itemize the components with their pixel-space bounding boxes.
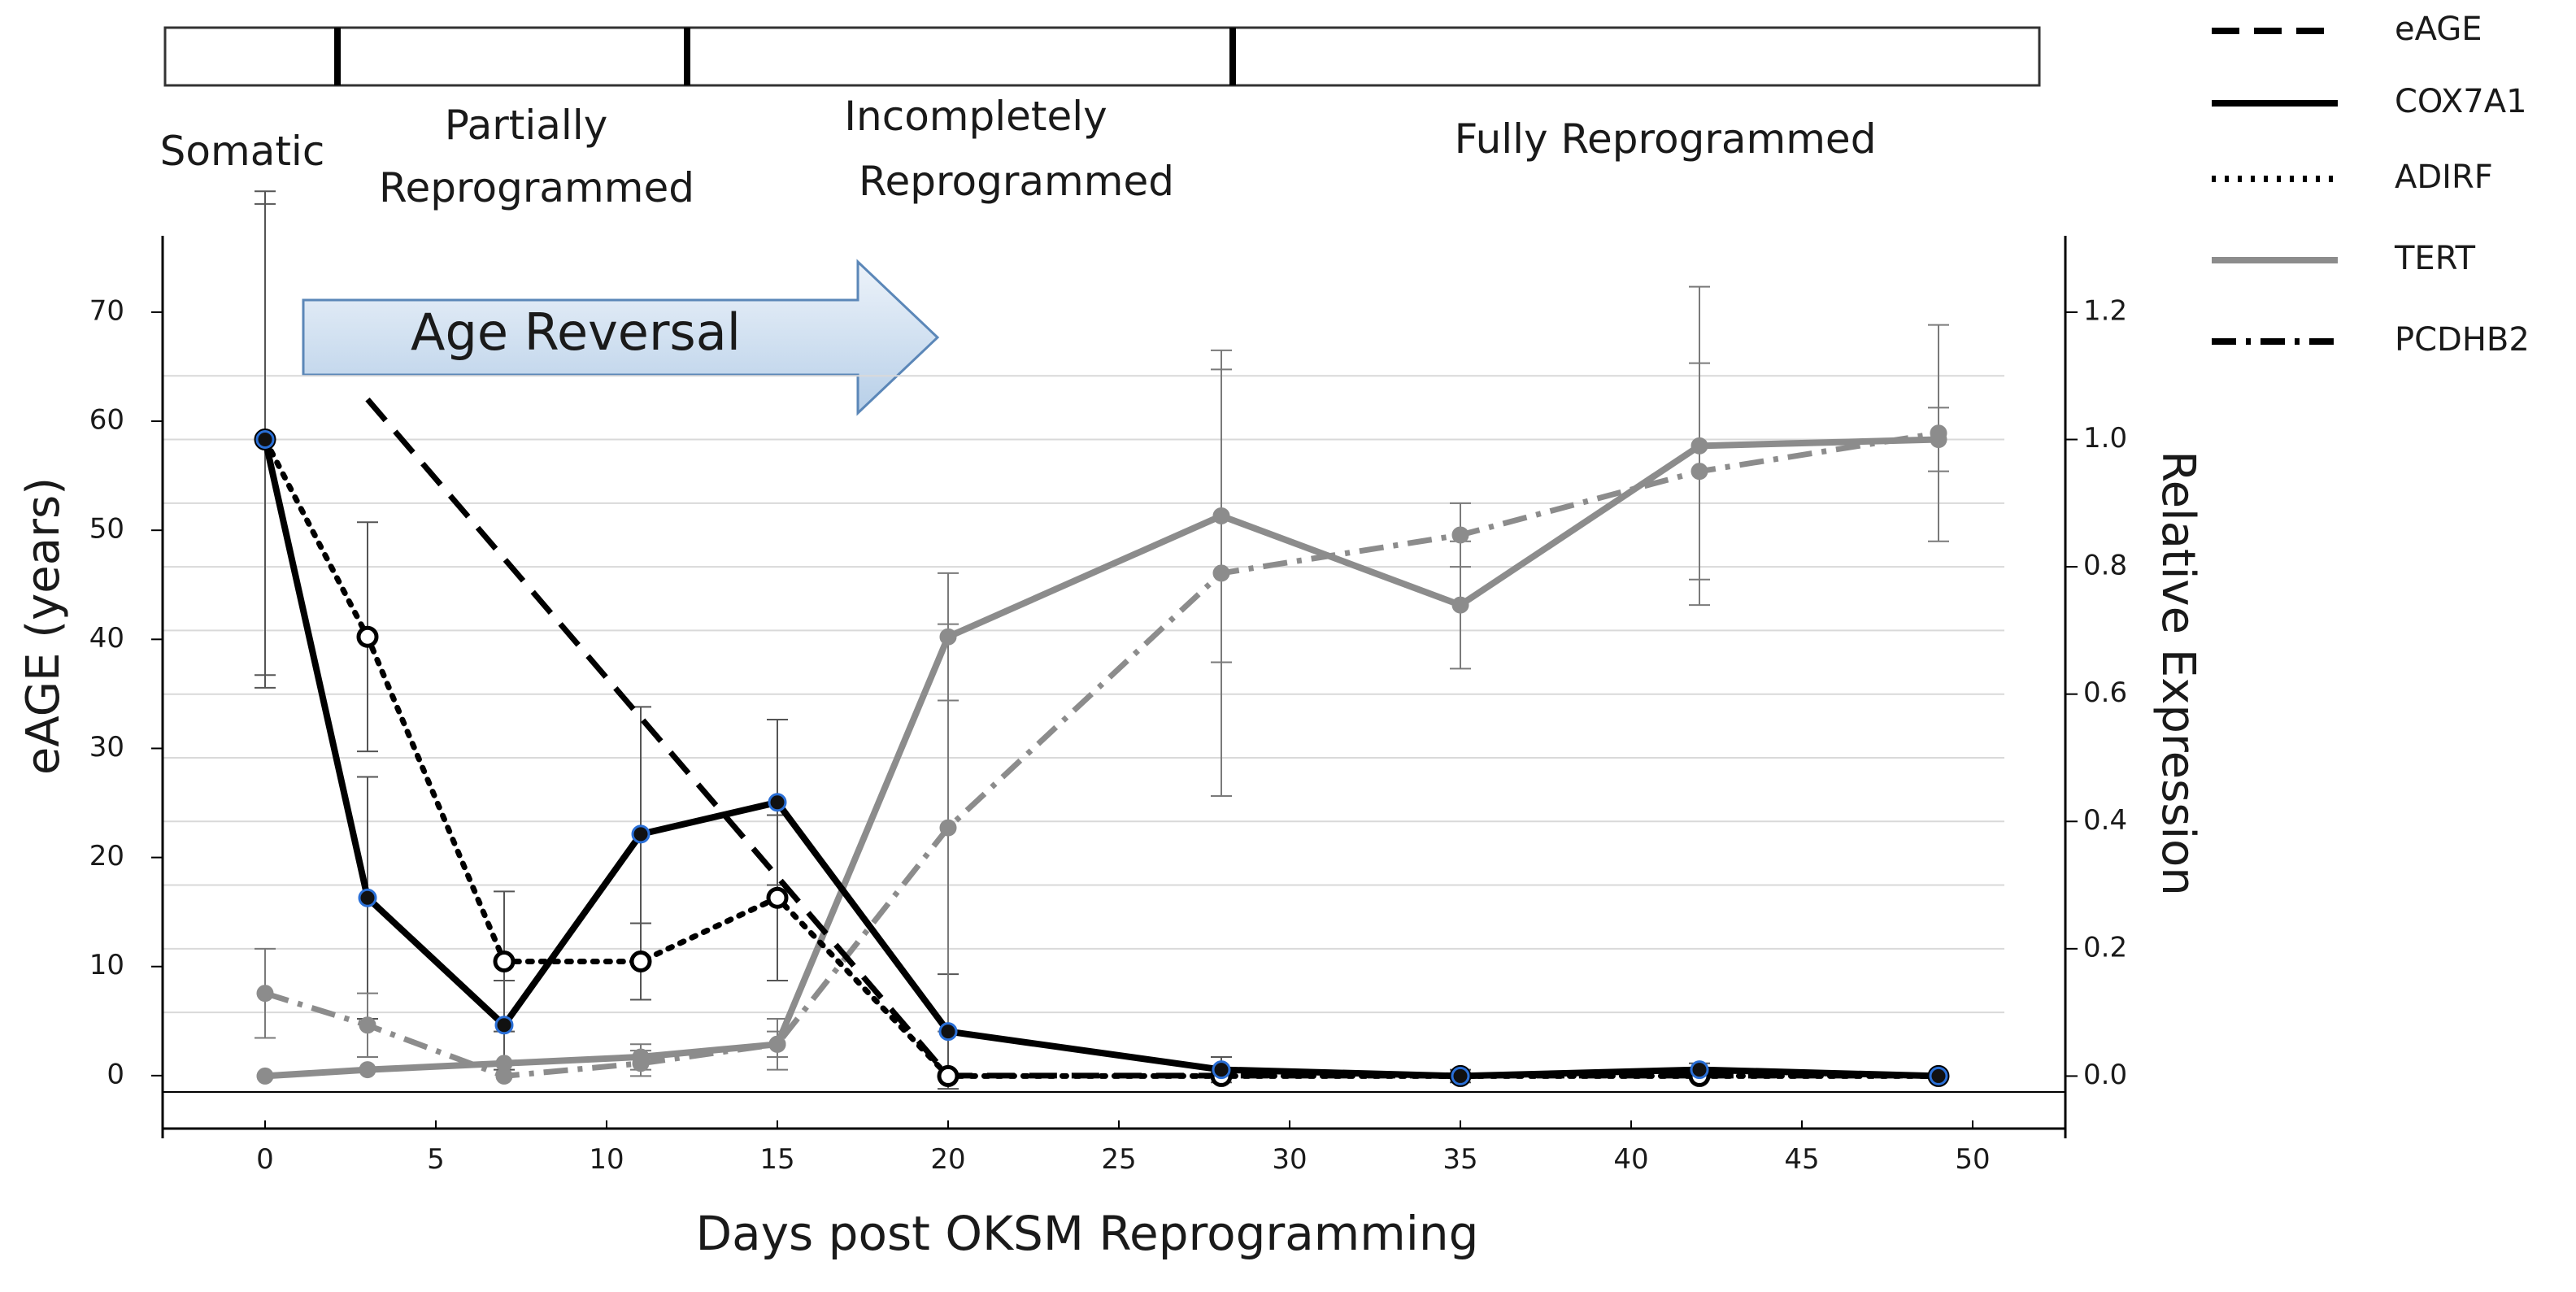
x-tick-label: 0 bbox=[256, 1143, 274, 1176]
y2-tick-label: 1.2 bbox=[2083, 294, 2127, 327]
point-tert bbox=[939, 628, 957, 646]
point-pcdhb2 bbox=[939, 819, 957, 837]
point-pcdhb2 bbox=[359, 1016, 376, 1034]
stage-label-partially-line2: Reprogrammed bbox=[379, 164, 694, 211]
y2-tick-label: 0.8 bbox=[2083, 550, 2127, 582]
y2-tick-label: 0.4 bbox=[2083, 804, 2127, 837]
y-tick-label: 40 bbox=[89, 622, 124, 655]
y-tick-label: 30 bbox=[89, 731, 124, 763]
point-adirf bbox=[937, 1064, 959, 1087]
point-tert bbox=[359, 1061, 376, 1079]
x-tick-label: 15 bbox=[759, 1143, 794, 1176]
x-tick-label: 20 bbox=[930, 1143, 965, 1176]
stage-bar-frame bbox=[163, 26, 2041, 87]
point-cox7a1 bbox=[768, 793, 787, 812]
y2-axis-title: Relative Expression bbox=[2152, 450, 2204, 896]
x-tick-label: 50 bbox=[1955, 1143, 1990, 1176]
point-cox7a1 bbox=[1451, 1066, 1470, 1085]
point-pcdhb2 bbox=[256, 985, 274, 1003]
x-tick-label: 30 bbox=[1272, 1143, 1307, 1176]
point-tert bbox=[768, 1035, 786, 1053]
y-axis-title: eAGE (years) bbox=[17, 477, 70, 775]
point-cox7a1 bbox=[1690, 1060, 1709, 1080]
axes bbox=[151, 236, 2078, 1138]
y-tick-label: 70 bbox=[89, 294, 124, 327]
x-tick-label: 35 bbox=[1442, 1143, 1477, 1176]
point-tert bbox=[632, 1048, 650, 1066]
point-cox7a1 bbox=[494, 1016, 514, 1035]
point-tert bbox=[1451, 596, 1469, 614]
point-cox7a1 bbox=[1212, 1060, 1231, 1080]
legend-label-cox7a1: COX7A1 bbox=[2395, 83, 2527, 120]
point-adirf bbox=[356, 625, 379, 648]
point-cox7a1 bbox=[255, 430, 275, 450]
series-line-tert bbox=[264, 436, 1939, 1080]
legend-label-tert: TERT bbox=[2394, 240, 2476, 277]
point-pcdhb2 bbox=[1212, 564, 1230, 582]
legend-label-eage: eAGE bbox=[2395, 11, 2482, 48]
point-tert bbox=[1212, 507, 1230, 524]
stage-label-somatic: Somatic bbox=[160, 128, 325, 175]
point-tert bbox=[495, 1055, 513, 1072]
x-tick-label: 25 bbox=[1101, 1143, 1136, 1176]
x-tick-label: 5 bbox=[427, 1143, 445, 1176]
legend-label-adirf: ADIRF bbox=[2395, 159, 2493, 196]
legend-label-pcdhb2: PCDHB2 bbox=[2395, 321, 2530, 359]
y-tick-label: 20 bbox=[89, 840, 124, 872]
age-reversal-label: Age Reversal bbox=[411, 302, 741, 362]
legend: eAGE COX7A1 ADIRF TERT PCDHB2 bbox=[2212, 11, 2530, 359]
point-adirf bbox=[629, 951, 652, 973]
point-tert bbox=[256, 1067, 274, 1085]
y2-tick-label: 0.2 bbox=[2083, 931, 2127, 964]
x-axis-title: Days post OKSM Reprogramming bbox=[695, 1206, 1478, 1261]
stage-label-incompletely-line2: Reprogrammed bbox=[859, 158, 1174, 205]
stage-label-fully: Fully Reprogrammed bbox=[1455, 115, 1877, 163]
series-layer bbox=[254, 190, 1950, 1090]
point-tert bbox=[1930, 431, 1947, 449]
point-cox7a1 bbox=[631, 824, 651, 844]
tick-labels: 0 5 10 15 20 25 30 35 40 45 50 0 10 20 30 40 50 60 70 0.0 0.… bbox=[89, 294, 2127, 1175]
point-cox7a1 bbox=[938, 1022, 958, 1042]
x-tick-label: 45 bbox=[1784, 1143, 1819, 1176]
point-cox7a1 bbox=[1929, 1066, 1948, 1085]
y-tick-label: 0 bbox=[107, 1058, 124, 1090]
point-adirf bbox=[493, 951, 516, 973]
point-cox7a1 bbox=[358, 888, 377, 907]
stage-bar bbox=[163, 26, 2041, 87]
stage-labels: Somatic Partially Reprogrammed Incomplet… bbox=[160, 93, 1877, 211]
y2-tick-label: 1.0 bbox=[2083, 422, 2127, 455]
y-tick-label: 10 bbox=[89, 949, 124, 981]
point-pcdhb2 bbox=[1690, 463, 1708, 481]
y-tick-label: 60 bbox=[89, 404, 124, 437]
point-adirf bbox=[766, 886, 789, 909]
y2-tick-label: 0.0 bbox=[2083, 1059, 2127, 1091]
series-line-cox7a1 bbox=[262, 438, 1939, 1080]
y-tick-label: 50 bbox=[89, 513, 124, 546]
y2-tick-label: 0.6 bbox=[2083, 676, 2127, 709]
stage-label-partially-line1: Partially bbox=[445, 102, 608, 149]
gridlines bbox=[163, 375, 2004, 1014]
x-tick-label: 10 bbox=[589, 1143, 624, 1176]
x-tick-label: 40 bbox=[1613, 1143, 1648, 1176]
point-pcdhb2 bbox=[1451, 526, 1469, 544]
stage-label-incompletely-line1: Incompletely bbox=[844, 93, 1107, 140]
point-tert bbox=[1690, 437, 1708, 455]
